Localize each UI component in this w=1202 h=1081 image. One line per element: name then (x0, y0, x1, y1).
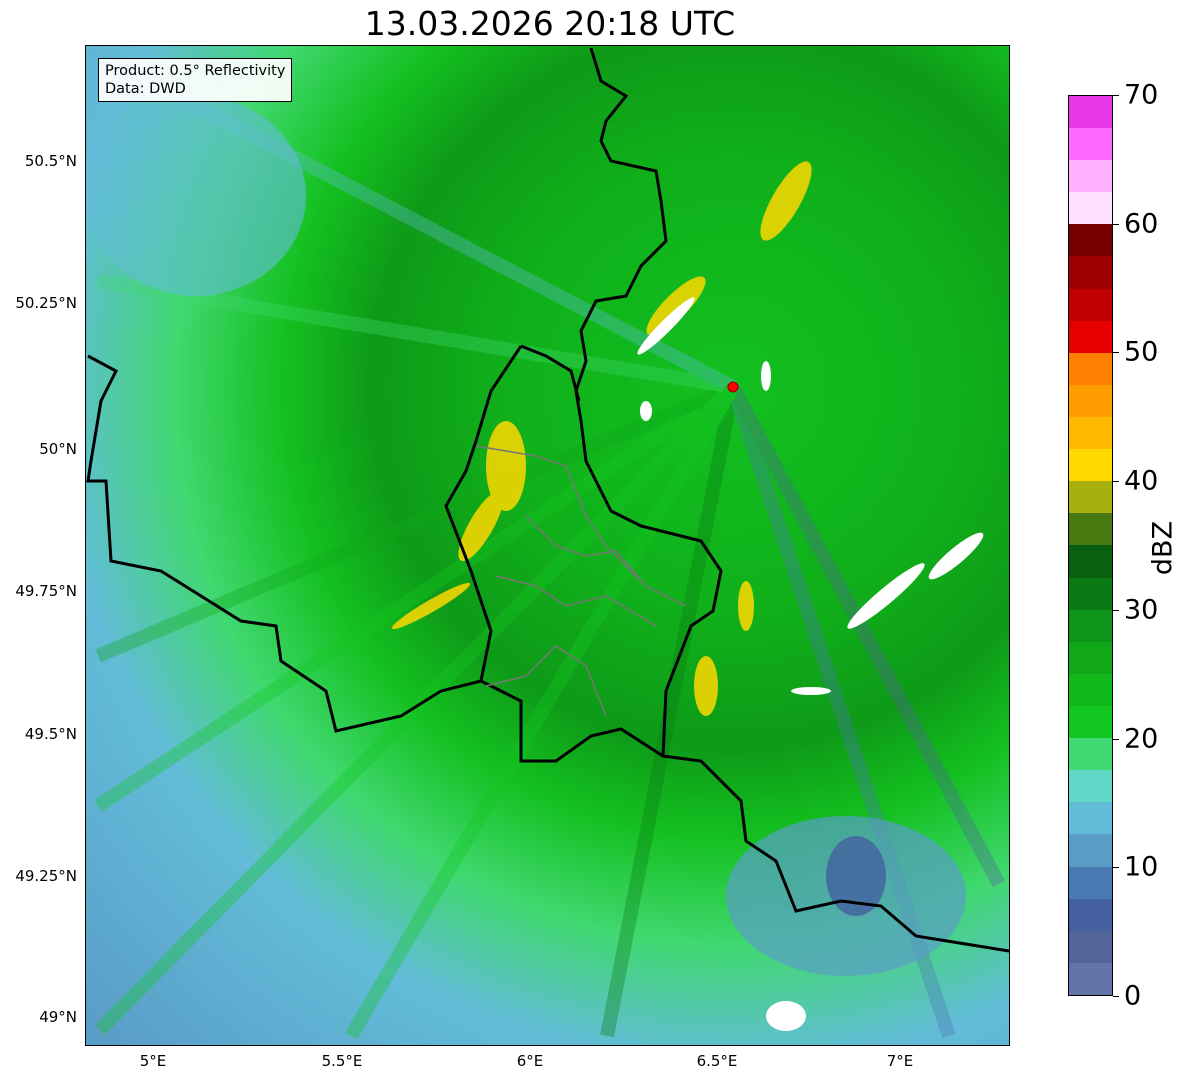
colorbar-tick-mark (1113, 867, 1119, 869)
colorbar (1068, 95, 1113, 996)
lon-tick-label: 5.5°E (321, 1052, 363, 1070)
colorbar-bin (1069, 962, 1112, 995)
data-source-label: Data: DWD (105, 81, 186, 97)
colorbar-tick-label: 20 (1124, 723, 1159, 755)
colorbar-bin (1069, 320, 1112, 353)
lat-tick-label: 50°N (39, 440, 77, 458)
country-borders (86, 47, 1009, 953)
lat-tick-label: 49°N (39, 1008, 77, 1026)
colorbar-bin (1069, 513, 1112, 546)
colorbar-tick-mark (1113, 223, 1119, 225)
colorbar-bin (1069, 834, 1112, 867)
colorbar-tick-mark (1113, 609, 1119, 611)
colorbar-bin (1069, 577, 1112, 610)
lon-tick-label: 5°E (139, 1052, 167, 1070)
colorbar-bin (1069, 481, 1112, 514)
colorbar-bin (1069, 95, 1112, 129)
lat-tick-label: 50.25°N (15, 294, 77, 312)
lon-tick-label: 6.5°E (696, 1052, 738, 1070)
colorbar-tick-mark (1113, 352, 1119, 354)
colorbar-bin (1069, 288, 1112, 321)
lat-tick-label: 49.5°N (24, 725, 77, 743)
lat-tick-label: 49.25°N (15, 867, 77, 885)
district-borders (475, 445, 687, 717)
colorbar-bin (1069, 417, 1112, 450)
lat-tick-label: 50.5°N (24, 152, 77, 170)
colorbar-tick-label: 10 (1124, 851, 1159, 883)
colorbar-bin (1069, 898, 1112, 931)
colorbar-bin (1069, 866, 1112, 899)
colorbar-unit-label: dBZ (1147, 520, 1179, 576)
colorbar-tick-label: 50 (1124, 336, 1159, 368)
colorbar-tick-mark (1113, 738, 1119, 740)
colorbar-bin (1069, 449, 1112, 482)
product-label: Product: 0.5° Reflectivity (105, 63, 286, 79)
colorbar-bin (1069, 384, 1112, 418)
colorbar-tick-label: 30 (1124, 594, 1159, 626)
colorbar-bin (1069, 738, 1112, 771)
colorbar-tick-mark (1113, 481, 1119, 483)
colorbar-bin (1069, 673, 1112, 707)
colorbar-tick-label: 70 (1124, 79, 1159, 111)
colorbar-bin (1069, 224, 1112, 257)
radar-reflectivity-layer (86, 46, 1009, 1045)
colorbar-bin (1069, 706, 1112, 739)
colorbar-bin (1069, 128, 1112, 161)
lon-tick-label: 7°E (886, 1052, 914, 1070)
radar-station-marker (727, 381, 739, 393)
colorbar-bin (1069, 352, 1112, 385)
lon-tick-label: 6°E (516, 1052, 544, 1070)
radar-map: Product: 0.5° Reflectivity Data: DWD (85, 45, 1010, 1046)
colorbar-bin (1069, 256, 1112, 289)
colorbar-bin (1069, 770, 1112, 803)
colorbar-bin (1069, 609, 1112, 642)
colorbar-tick-mark (1113, 996, 1119, 997)
colorbar-tick-label: 40 (1124, 465, 1159, 497)
colorbar-bin (1069, 192, 1112, 225)
colorbar-tick-mark (1113, 95, 1119, 96)
colorbar-bin (1069, 160, 1112, 193)
colorbar-tick-label: 0 (1124, 980, 1142, 1012)
product-info-box: Product: 0.5° Reflectivity Data: DWD (98, 58, 293, 102)
lat-tick-label: 49.75°N (15, 582, 77, 600)
colorbar-bin (1069, 802, 1112, 835)
colorbar-tick-label: 60 (1124, 208, 1159, 240)
map-title: 13.03.2026 20:18 UTC (364, 4, 736, 43)
colorbar-bin (1069, 545, 1112, 578)
colorbar-bin (1069, 641, 1112, 674)
colorbar-bin (1069, 930, 1112, 963)
